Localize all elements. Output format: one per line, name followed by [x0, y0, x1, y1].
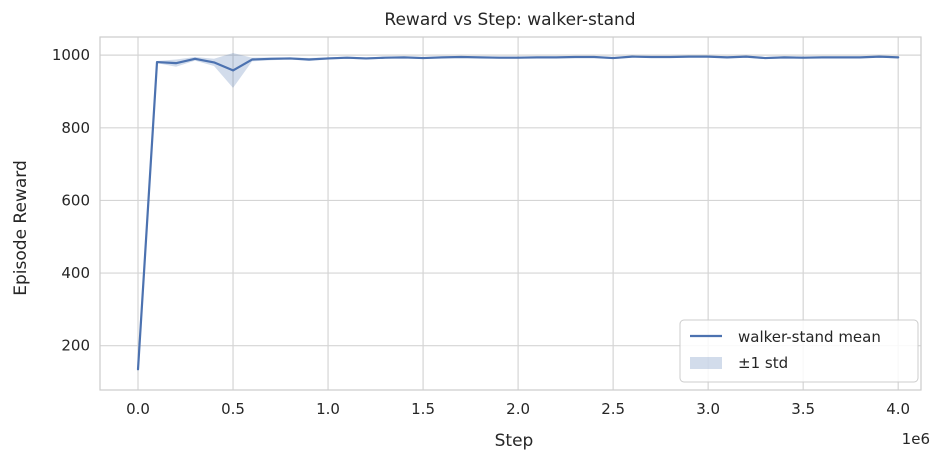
x-tick-label: 1.5: [411, 400, 435, 418]
legend-std-label: ±1 std: [738, 354, 788, 372]
legend-box: [679, 319, 919, 383]
x-tick-label: 4.0: [886, 400, 910, 418]
x-offset-label: 1e6: [902, 430, 930, 448]
y-tick-label: 600: [61, 191, 90, 209]
legend-mean-label: walker-stand mean: [738, 328, 881, 346]
mean-line-layer: [136, 55, 900, 371]
y-tick-label: 1000: [52, 46, 90, 64]
x-axis-label: Step: [495, 431, 534, 451]
plot-frame: [99, 36, 922, 391]
y-tick-label: 800: [61, 119, 90, 137]
x-tick-label: 0.0: [126, 400, 150, 418]
x-tick-label: 3.0: [696, 400, 720, 418]
x-tick-labels: 0.0 0.5 1.0 1.5 2.0 2.5 3.0 3.5 4.0: [126, 400, 910, 418]
y-tick-labels: 200 400 600 800 1000: [52, 46, 90, 355]
legend: walker-stand mean ±1 std: [679, 319, 919, 383]
x-tick-label: 2.0: [506, 400, 530, 418]
y-axis-label: Episode Reward: [11, 160, 31, 295]
x-tick-label: 1.0: [316, 400, 340, 418]
x-tick-label: 3.5: [791, 400, 815, 418]
y-tick-label: 200: [61, 337, 90, 355]
y-tick-label: 400: [61, 264, 90, 282]
legend-band-swatch: [690, 357, 722, 369]
x-tick-label: 2.5: [601, 400, 625, 418]
chart-title: Reward vs Step: walker-stand: [384, 10, 635, 30]
mean-line: [136, 55, 900, 371]
x-tick-label: 0.5: [221, 400, 245, 418]
